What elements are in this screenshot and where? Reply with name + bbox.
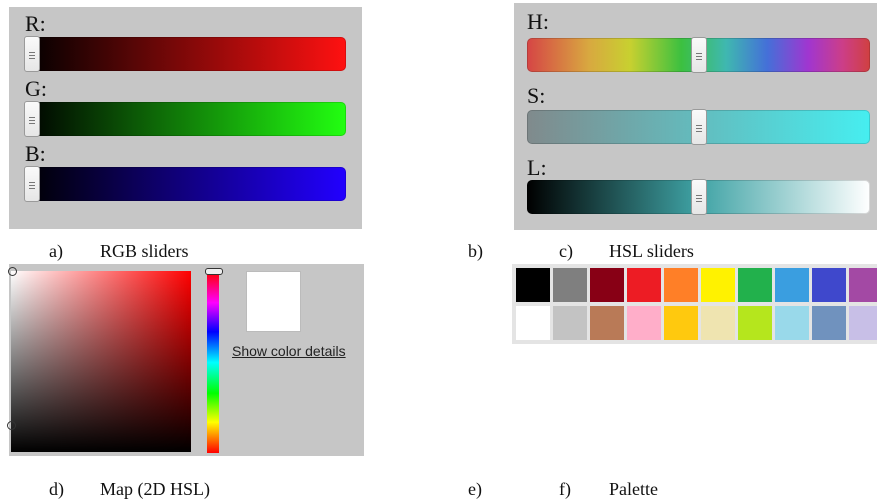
palette-swatch[interactable] bbox=[738, 268, 772, 302]
blue-label: B: bbox=[25, 141, 46, 166]
palette-swatch[interactable] bbox=[775, 268, 809, 302]
palette-swatch[interactable] bbox=[516, 268, 550, 302]
palette-swatch[interactable] bbox=[849, 268, 877, 302]
hue-bar-handle[interactable] bbox=[205, 268, 223, 275]
palette-swatch[interactable] bbox=[812, 268, 846, 302]
green-label: G: bbox=[25, 76, 47, 101]
palette-swatch[interactable] bbox=[627, 268, 661, 302]
palette-swatch[interactable] bbox=[590, 268, 624, 302]
caption-f-text: Palette bbox=[609, 479, 658, 499]
palette-swatch[interactable] bbox=[627, 306, 661, 340]
map-handle-top-left[interactable] bbox=[8, 267, 17, 276]
lightness-slider-thumb[interactable] bbox=[691, 179, 707, 215]
palette-swatch[interactable] bbox=[701, 268, 735, 302]
rgb-sliders-panel: R: G: B: bbox=[9, 7, 362, 229]
palette-swatch[interactable] bbox=[849, 306, 877, 340]
palette-swatch[interactable] bbox=[812, 306, 846, 340]
caption-e-letter: e) bbox=[468, 479, 482, 499]
caption-c-letter: c) bbox=[559, 241, 573, 261]
lightness-label: L: bbox=[527, 155, 547, 180]
palette-swatch[interactable] bbox=[664, 306, 698, 340]
saturation-slider-thumb[interactable] bbox=[691, 109, 707, 145]
blue-slider-thumb[interactable] bbox=[24, 166, 40, 202]
blue-slider-track[interactable] bbox=[24, 166, 346, 202]
caption-a-letter: a) bbox=[49, 241, 63, 261]
hsl-sliders-panel: H: S: L: bbox=[514, 3, 877, 230]
palette-swatch[interactable] bbox=[553, 306, 587, 340]
palette-swatch[interactable] bbox=[738, 306, 772, 340]
hue-bar[interactable] bbox=[207, 272, 219, 453]
color-palette bbox=[512, 264, 877, 344]
caption-b-letter: b) bbox=[468, 241, 483, 261]
caption-f-letter: f) bbox=[559, 479, 571, 499]
hue-slider-thumb[interactable] bbox=[691, 37, 707, 73]
green-slider-track[interactable] bbox=[24, 101, 346, 137]
caption-d-text: Map (2D HSL) bbox=[100, 479, 210, 499]
color-preview-swatch bbox=[246, 271, 301, 332]
red-label: R: bbox=[25, 11, 46, 36]
palette-swatch[interactable] bbox=[775, 306, 809, 340]
red-slider-track[interactable] bbox=[24, 36, 346, 72]
caption-d-letter: d) bbox=[49, 479, 64, 499]
green-slider-thumb[interactable] bbox=[24, 101, 40, 137]
caption-a-text: RGB sliders bbox=[100, 241, 189, 261]
palette-swatch[interactable] bbox=[590, 306, 624, 340]
saturation-label: S: bbox=[527, 83, 546, 108]
caption-c-text: HSL sliders bbox=[609, 241, 694, 261]
red-slider-thumb[interactable] bbox=[24, 36, 40, 72]
palette-swatch[interactable] bbox=[701, 306, 735, 340]
palette-swatch[interactable] bbox=[664, 268, 698, 302]
saturation-lightness-map[interactable] bbox=[11, 271, 191, 452]
palette-swatch[interactable] bbox=[553, 268, 587, 302]
map-handle-left-edge[interactable] bbox=[7, 421, 16, 430]
hue-label: H: bbox=[527, 9, 549, 34]
saturation-slider-track[interactable] bbox=[527, 109, 870, 145]
show-color-details-link[interactable]: Show color details bbox=[232, 343, 346, 359]
hue-slider-track[interactable] bbox=[527, 37, 870, 73]
palette-swatch[interactable] bbox=[516, 306, 550, 340]
lightness-slider-track[interactable] bbox=[527, 179, 870, 215]
